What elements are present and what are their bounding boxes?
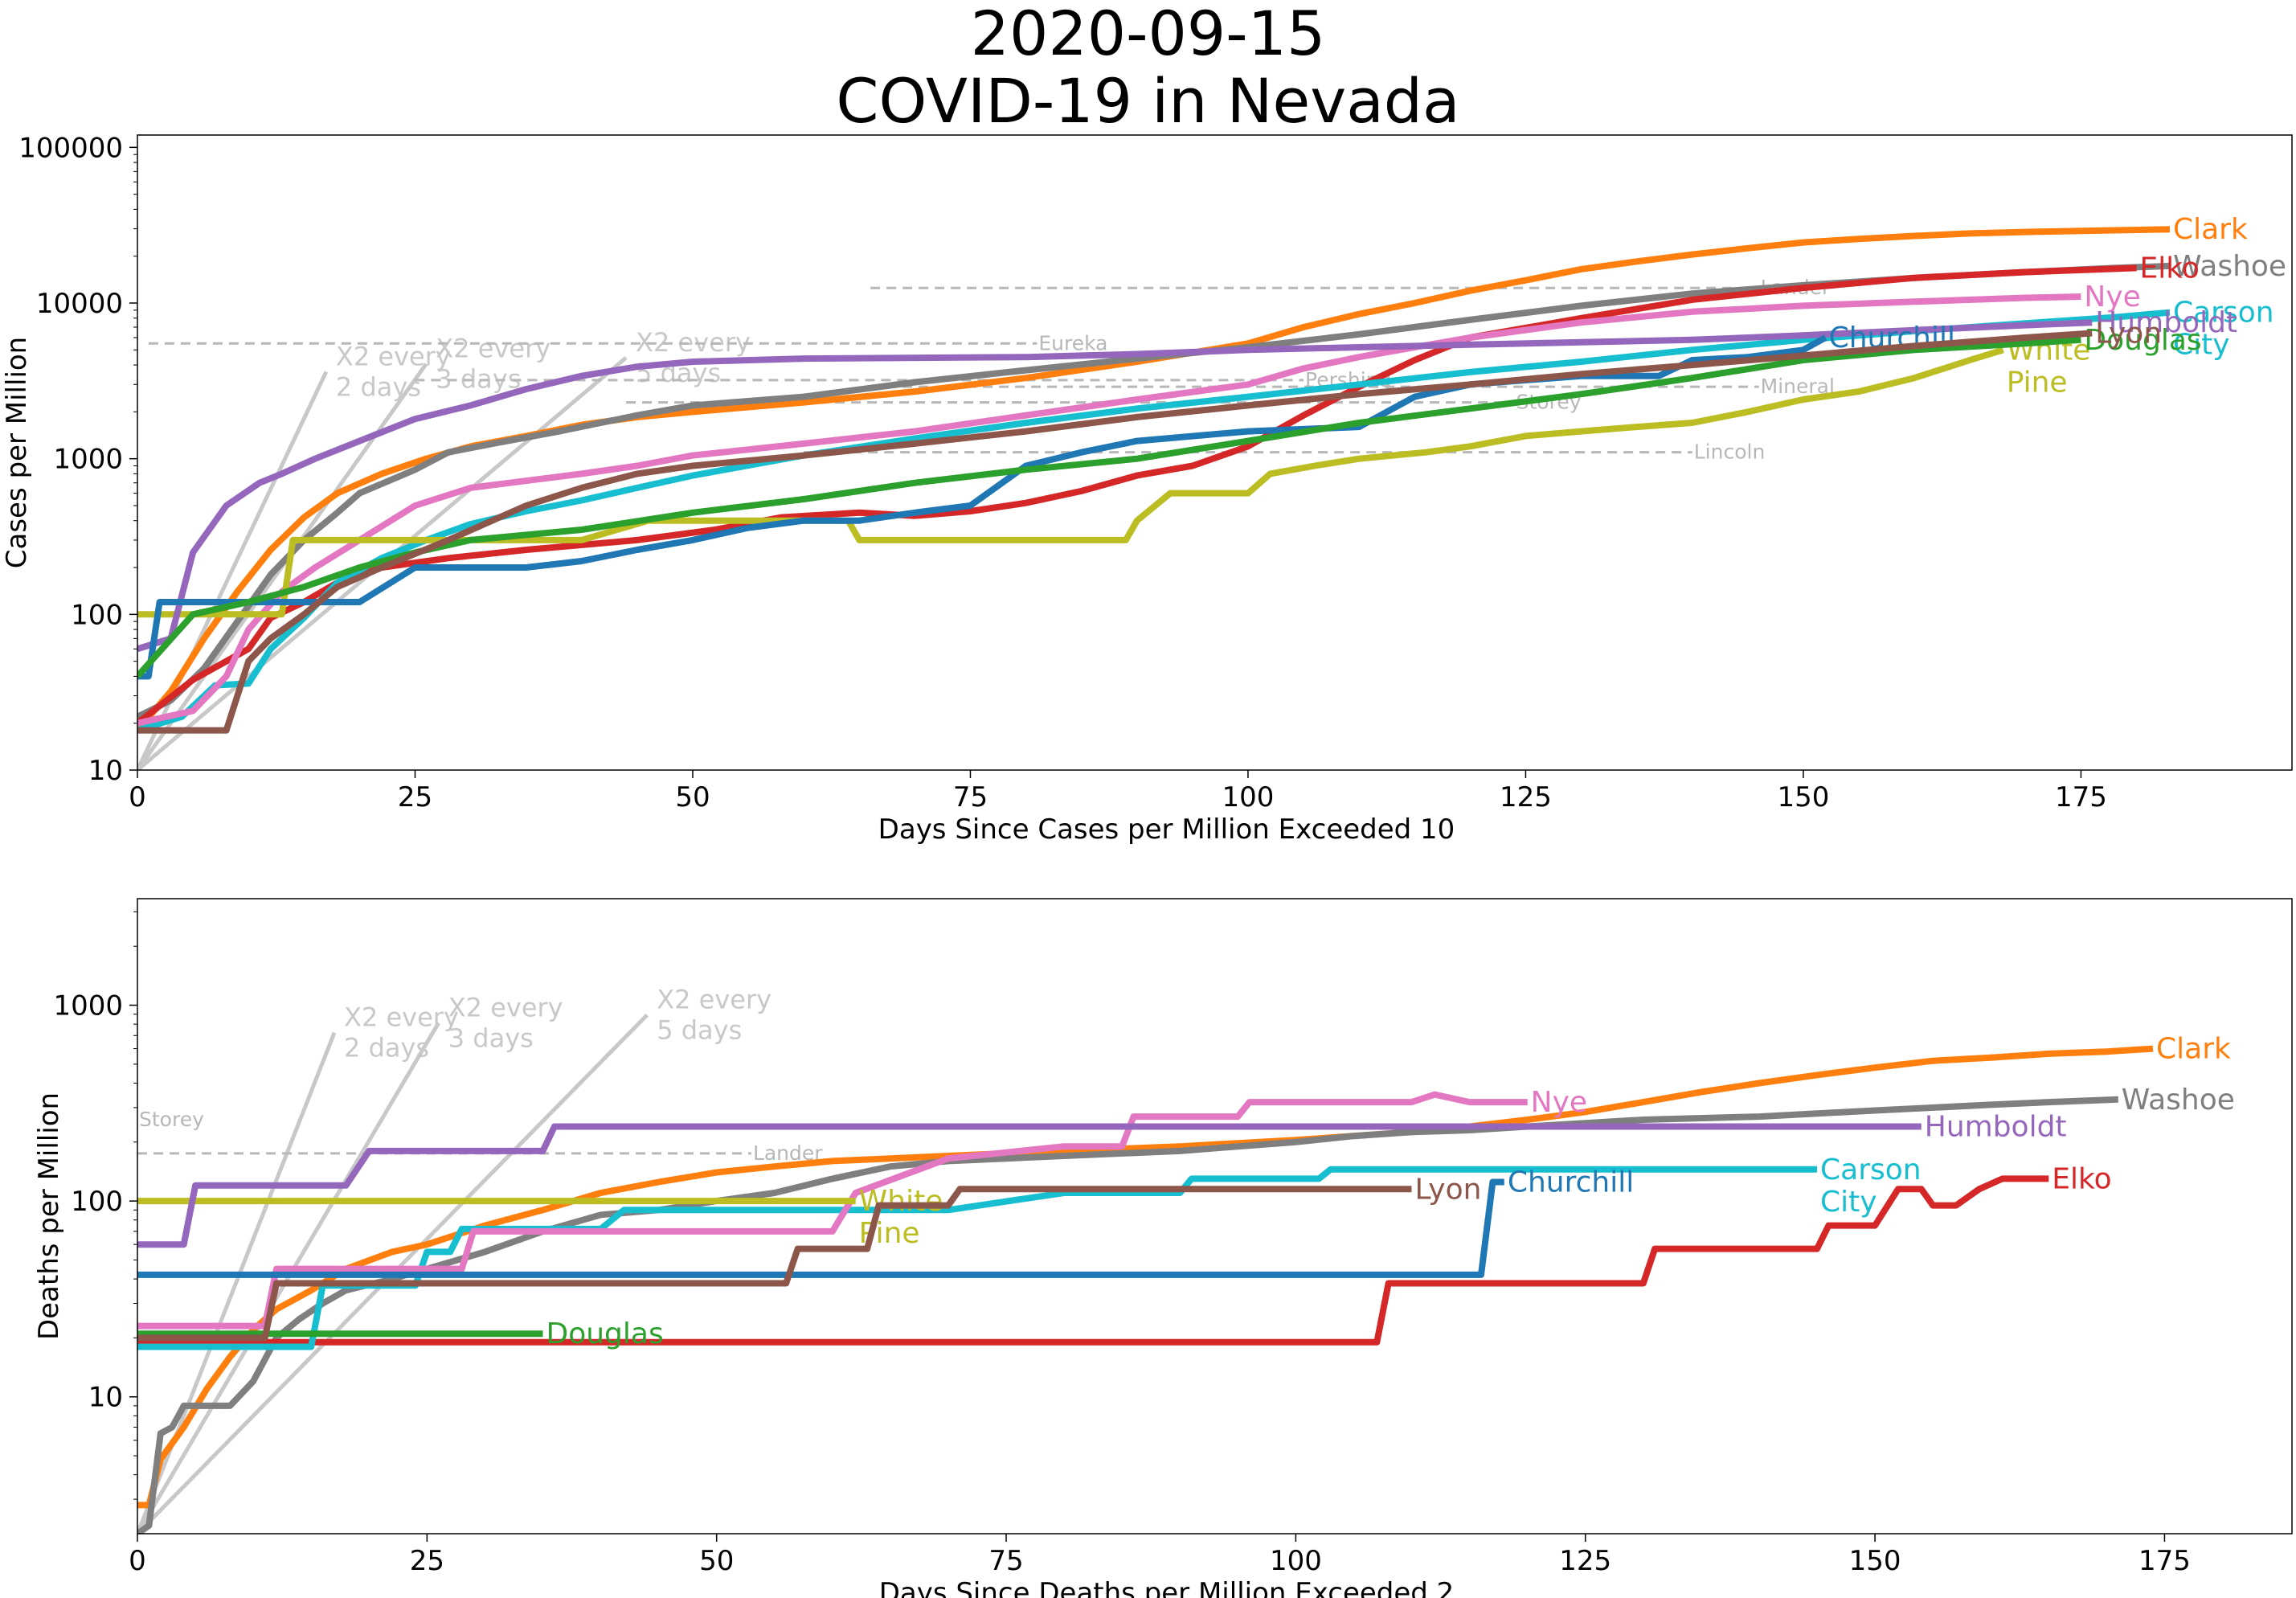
deaths-series-label-washoe: Washoe — [2122, 1084, 2235, 1117]
cases-series-line-carson-city — [137, 309, 2171, 734]
cases-series-line-nye — [137, 293, 2081, 727]
title-date: 2020-09-15 — [970, 0, 1326, 69]
deaths-guide-label-5d-line1: X2 every — [657, 985, 771, 1015]
cases-x-tick-label-100: 100 — [1222, 781, 1275, 813]
deaths-series-label-clark: Clark — [2156, 1033, 2231, 1066]
deaths-y-axis-label: Deaths per Million — [33, 1092, 65, 1340]
deaths-x-tick-label-175: 175 — [2138, 1545, 2191, 1577]
deaths-series-line-churchill — [137, 1178, 1504, 1278]
deaths-series-line-lyon — [137, 1186, 1412, 1342]
cases-series-label-washoe: Washoe — [2173, 250, 2286, 283]
cases-guide-label-2d-line1: X2 every — [336, 341, 451, 371]
deaths-x-tick-label-0: 0 — [129, 1545, 146, 1577]
cases-y-axis-label: Cases per Million — [1, 337, 33, 569]
deaths-series-line-humboldt — [137, 1123, 1922, 1248]
deaths-guide-line-3d — [137, 1022, 440, 1534]
cases-y-tick-label-1000: 1000 — [53, 444, 123, 476]
deaths-series-label-nye: Nye — [1531, 1086, 1587, 1119]
cases-series-line-douglas — [137, 336, 2081, 679]
cases-series-label-carson-city: Carson — [2173, 297, 2274, 330]
title-subtitle: COVID-19 in Nevada — [836, 65, 1460, 137]
cases-x-tick-label-75: 75 — [953, 781, 988, 813]
cases-small-county-label-eureka: Eureka — [1038, 331, 1107, 354]
cases-series-label-lyon: Lyon — [2095, 318, 2162, 350]
deaths-x-tick-label-150: 150 — [1849, 1545, 1901, 1577]
deaths-x-axis-label: Days Since Deaths per Million Exceeded 2 — [879, 1577, 1455, 1598]
cases-y-tick-label-10000: 10000 — [36, 288, 123, 320]
cases-x-tick-label-0: 0 — [129, 781, 146, 813]
cases-x-tick-label-50: 50 — [675, 781, 710, 813]
cases-axes-frame — [137, 134, 2293, 771]
deaths-guide-label-3d-line1: X2 every — [448, 992, 563, 1022]
cases-series-label-nye: Nye — [2084, 281, 2140, 313]
cases-y-tick-label-100: 100 — [71, 599, 123, 631]
deaths-x-tick-label-50: 50 — [699, 1545, 734, 1577]
figure-title: 2020-09-15 COVID-19 in Nevada — [0, 0, 2296, 135]
cases-guide-label-2d-line2: 2 days — [336, 371, 421, 402]
deaths-x-tick-label-75: 75 — [988, 1545, 1023, 1577]
deaths-series-label-elko: Elko — [2052, 1162, 2111, 1195]
deaths-series-label-churchill: Churchill — [1508, 1166, 1634, 1199]
deaths-guide-label-2d-line2: 2 days — [344, 1033, 429, 1063]
deaths-small-county-label-storey: Storey — [139, 1108, 204, 1131]
cases-series-label-clark: Clark — [2173, 213, 2248, 246]
deaths-series-label-carson-city-line2: City — [1820, 1186, 1877, 1219]
cases-y-tick-label-100000: 100000 — [18, 132, 123, 164]
deaths-series-label-lyon: Lyon — [1415, 1173, 1482, 1206]
cases-guide-label-3d-line1: X2 every — [436, 334, 550, 364]
cases-series-line-lyon — [137, 330, 2093, 734]
deaths-x-tick-label-25: 25 — [410, 1545, 444, 1577]
deaths-y-tick-label-100: 100 — [71, 1186, 123, 1218]
deaths-y-tick-label-1000: 1000 — [53, 990, 123, 1022]
deaths-series-label-white-pine: White — [859, 1185, 943, 1218]
cases-series-label-humboldt: Humboldt — [2095, 306, 2237, 339]
cases-small-county-label-lincoln: Lincoln — [1694, 440, 1766, 464]
cases-x-tick-label-175: 175 — [2055, 781, 2107, 813]
cases-series-line-churchill — [137, 334, 1827, 680]
deaths-series-label-humboldt: Humboldt — [1925, 1111, 2067, 1144]
deaths-series-label-douglas: Douglas — [546, 1317, 663, 1350]
cases-series-line-white-pine — [137, 346, 2004, 618]
cases-y-tick-label-10: 10 — [88, 755, 123, 787]
deaths-series-line-nye — [137, 1091, 1528, 1330]
deaths-series-line-elko — [137, 1175, 2049, 1346]
cases-x-tick-label-125: 125 — [1500, 781, 1552, 813]
cases-x-axis-label: Days Since Cases per Million Exceeded 10 — [878, 813, 1455, 846]
deaths-x-tick-label-125: 125 — [1559, 1545, 1611, 1577]
cases-x-tick-label-25: 25 — [398, 781, 432, 813]
deaths-guide-label-3d-line2: 3 days — [448, 1022, 534, 1053]
cases-x-tick-label-150: 150 — [1777, 781, 1829, 813]
cases-series-label-carson-city-line2: City — [2173, 329, 2230, 362]
cases-series-label-douglas: Douglas — [2084, 324, 2201, 357]
deaths-series-label-carson-city: Carson — [1820, 1153, 1922, 1186]
cases-series-label-elko: Elko — [2140, 252, 2200, 285]
cases-series-label-white-pine-line2: Pine — [2007, 366, 2068, 399]
deaths-y-tick-label-10: 10 — [88, 1382, 123, 1414]
deaths-guide-label-5d-line2: 5 days — [657, 1015, 742, 1046]
deaths-x-tick-label-100: 100 — [1270, 1545, 1322, 1577]
cases-series-line-humboldt — [137, 319, 2093, 653]
deaths-axes-frame — [137, 898, 2293, 1534]
deaths-guide-label-2d-line1: X2 every — [344, 1002, 459, 1033]
